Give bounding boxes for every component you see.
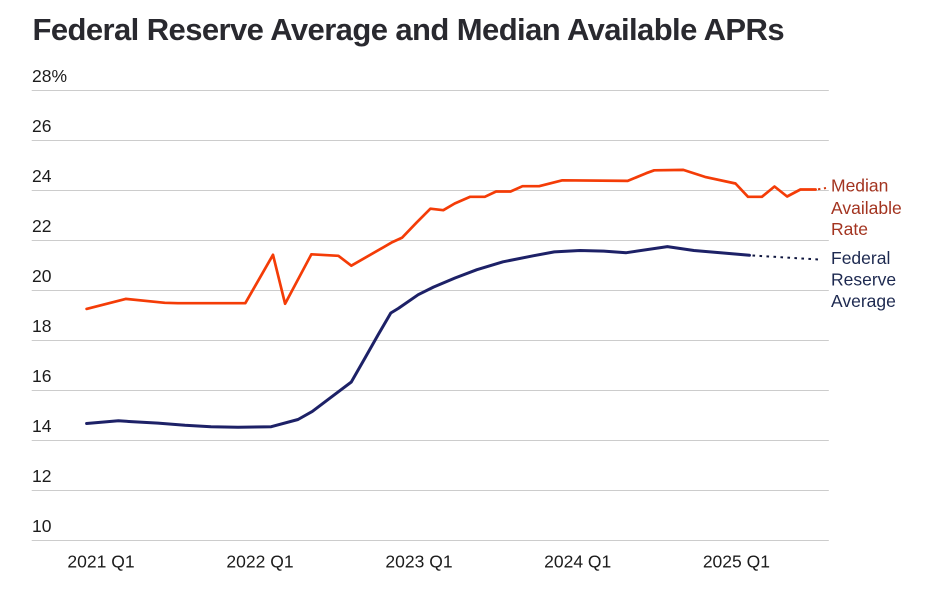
svg-text:14: 14 (32, 416, 52, 436)
svg-text:28%: 28% (32, 66, 67, 86)
svg-text:2021 Q1: 2021 Q1 (67, 552, 134, 572)
svg-text:2024 Q1: 2024 Q1 (544, 552, 611, 572)
svg-text:Reserve: Reserve (831, 269, 896, 289)
svg-text:Available: Available (831, 198, 902, 218)
svg-text:22: 22 (32, 216, 51, 236)
svg-text:Median: Median (831, 176, 888, 196)
svg-text:2023 Q1: 2023 Q1 (385, 552, 452, 572)
svg-text:12: 12 (32, 466, 51, 486)
svg-text:18: 18 (32, 316, 51, 336)
svg-text:20: 20 (32, 266, 52, 286)
svg-text:26: 26 (32, 116, 51, 136)
svg-text:10: 10 (32, 516, 52, 536)
svg-text:Federal: Federal (831, 248, 890, 268)
svg-text:Federal Reserve Average and Me: Federal Reserve Average and Median Avail… (33, 12, 785, 47)
svg-text:16: 16 (32, 366, 51, 386)
svg-text:2022 Q1: 2022 Q1 (226, 552, 293, 572)
svg-text:Rate: Rate (831, 219, 868, 239)
svg-text:2025 Q1: 2025 Q1 (703, 552, 770, 572)
svg-text:Average: Average (831, 291, 896, 311)
svg-text:24: 24 (32, 166, 52, 186)
